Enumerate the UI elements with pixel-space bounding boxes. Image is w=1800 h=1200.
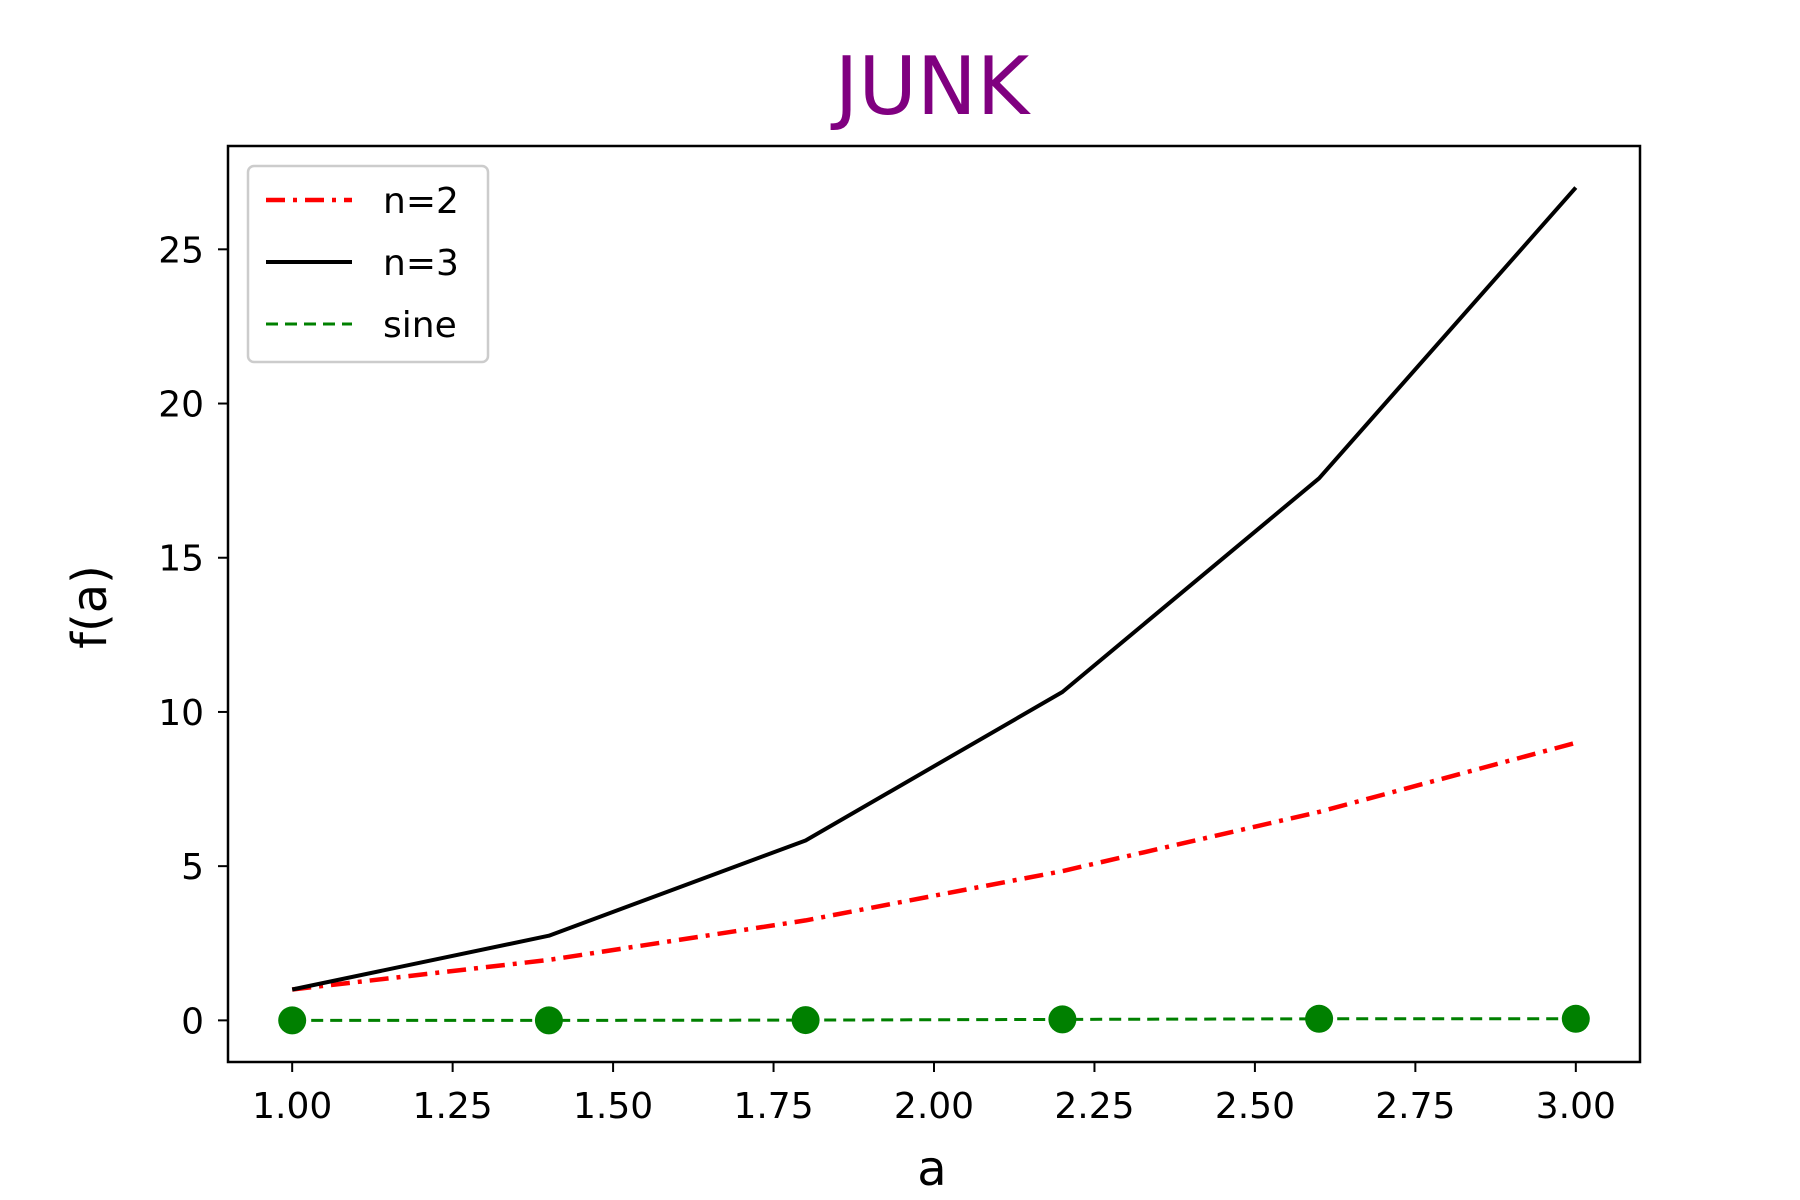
x-tick-label: 2.00 (894, 1086, 974, 1127)
y-tick-label: 10 (158, 693, 204, 734)
chart-title: JUNK (830, 40, 1032, 133)
y-tick-label: 5 (181, 847, 204, 888)
plot-area (278, 186, 1590, 1035)
series-line-sine (292, 1017, 1576, 1022)
y-tick-label: 15 (158, 539, 204, 580)
y-tick-label: 20 (158, 385, 204, 426)
data-point-sine (1305, 1004, 1334, 1033)
legend-label-n-3: n=3 (383, 243, 459, 284)
legend-label-n-2: n=2 (383, 181, 459, 222)
x-tick-label: 1.00 (252, 1086, 332, 1127)
axes: 1.00 1.25 1.50 1.75 2.00 2.25 2.50 2.75 3.00 0 5 10… (158, 144, 1642, 1127)
series-line-n-3 (291, 186, 1578, 992)
legend-box (246, 164, 490, 364)
y-axis-title: f(a) (62, 565, 118, 649)
x-tick-label: 2.25 (1054, 1086, 1134, 1127)
x-tick-label: 1.50 (573, 1086, 653, 1127)
x-tick-label: 3.00 (1536, 1086, 1616, 1127)
y-tick-label: 0 (181, 1001, 204, 1042)
legend: n=2 n=3 sine (246, 164, 490, 364)
x-tick-label: 1.25 (413, 1086, 493, 1127)
x-tick-label: 1.75 (733, 1086, 813, 1127)
data-point-sine (534, 1006, 563, 1035)
x-tick-label: 2.75 (1375, 1086, 1455, 1127)
legend-label-sine: sine (383, 305, 457, 346)
data-point-sine (278, 1006, 307, 1035)
data-point-sine (791, 1006, 820, 1035)
data-point-sine (1561, 1004, 1590, 1033)
y-tick-label: 25 (158, 230, 204, 271)
x-axis-title: a (917, 1141, 946, 1197)
x-tick-label: 2.50 (1215, 1086, 1295, 1127)
data-point-sine (1048, 1005, 1077, 1034)
